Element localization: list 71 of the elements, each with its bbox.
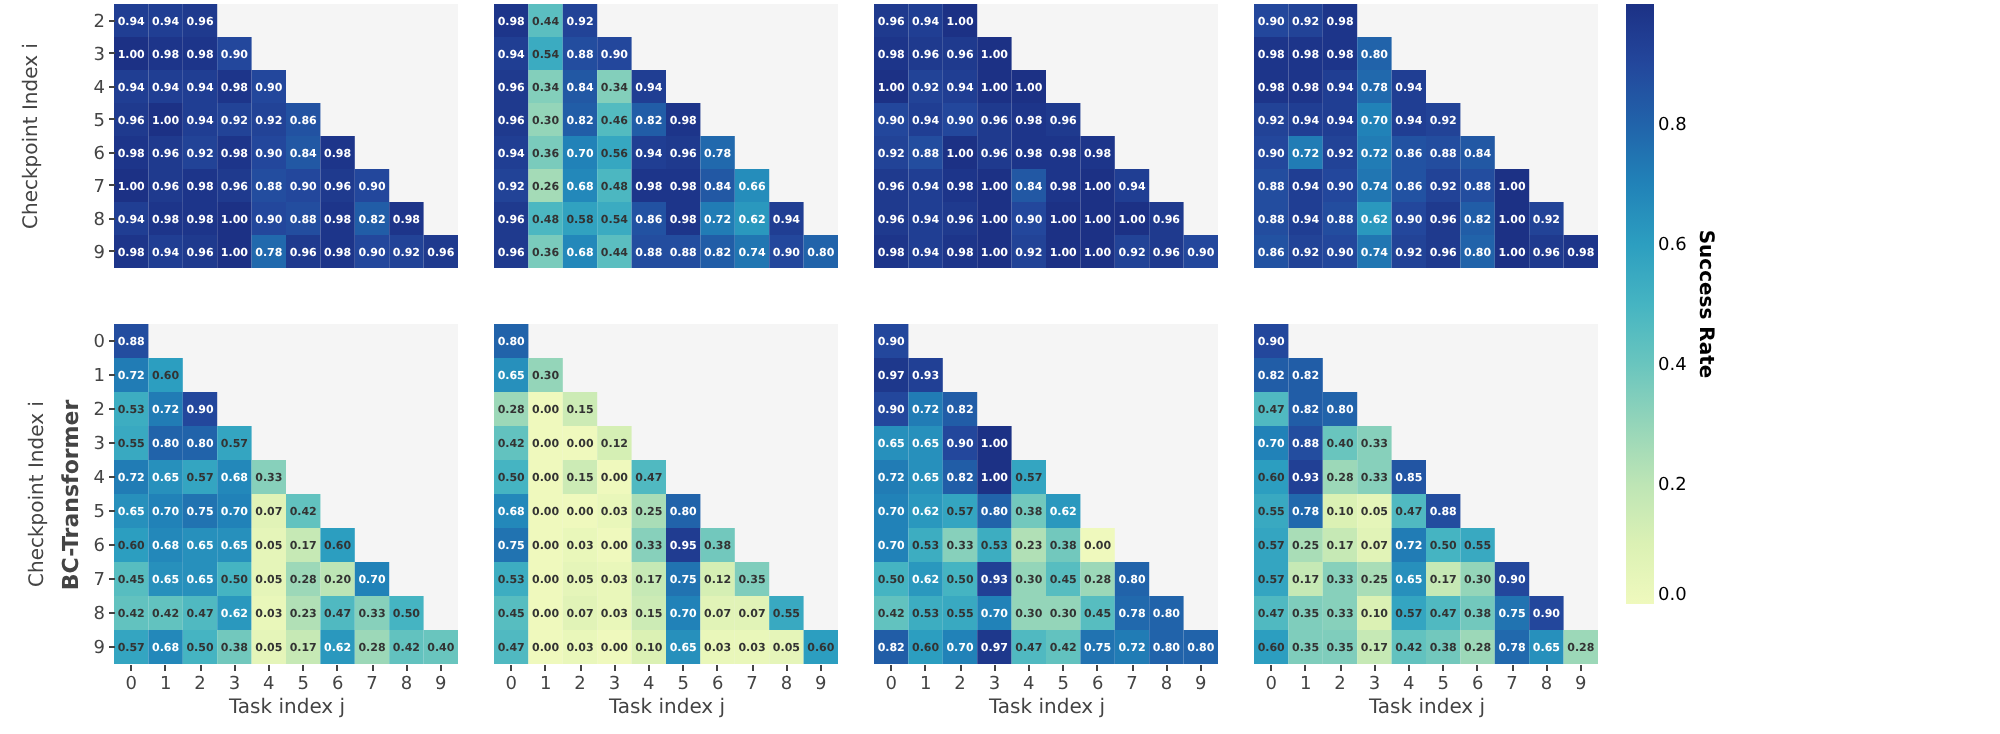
x-tick-label: 6 <box>331 675 344 695</box>
x-tick-label: 8 <box>1540 675 1553 695</box>
x-tick-label: 8 <box>400 675 413 695</box>
y-tick-label: 4 <box>93 469 106 489</box>
y-tick-label: 6 <box>93 537 106 557</box>
x-tick-label: 0 <box>885 675 898 695</box>
x-tick-label: 4 <box>643 675 656 695</box>
y-tick-label: 3 <box>93 435 105 455</box>
x-tick-label: 3 <box>1368 675 1381 695</box>
x-tick-label: 4 <box>1403 675 1416 695</box>
y-tick-label: 5 <box>93 503 105 523</box>
y-tick-label: 3 <box>93 45 105 66</box>
y-tick-label: 0 <box>93 333 106 353</box>
x-tick-label: 7 <box>746 675 758 695</box>
x-axis-title: Task index j <box>1366 697 1486 719</box>
x-tick-label: 1 <box>1299 675 1312 695</box>
x-tick-label: 7 <box>366 675 378 695</box>
x-tick-label: 2 <box>194 675 206 695</box>
x-tick-label: 3 <box>608 675 621 695</box>
x-tick-label: 5 <box>1437 675 1449 695</box>
x-axis-title: Task index j <box>986 697 1106 719</box>
y-tick-label: 7 <box>93 571 105 591</box>
x-tick-label: 9 <box>435 675 448 695</box>
x-tick-label: 2 <box>954 675 966 695</box>
x-tick-label: 0 <box>125 675 138 695</box>
x-tick-label: 1 <box>539 675 552 695</box>
x-tick-label: 6 <box>711 675 724 695</box>
x-tick-label: 9 <box>815 675 828 695</box>
x-tick-label: 8 <box>780 675 793 695</box>
y-axis-title: Checkpoint Index i <box>20 43 43 229</box>
x-tick-label: 0 <box>505 675 518 695</box>
y-tick-label: 4 <box>93 78 106 99</box>
x-axis-title: Task index j <box>226 697 346 719</box>
x-tick-label: 3 <box>988 675 1001 695</box>
x-tick-label: 9 <box>1195 675 1208 695</box>
y-tick-label: 7 <box>93 177 105 198</box>
x-tick-label: 2 <box>1334 675 1346 695</box>
x-tick-label: 4 <box>1023 675 1036 695</box>
y-tick-label: 9 <box>93 243 106 264</box>
color-bar-title: Success Rate <box>1694 229 1716 379</box>
color-bar-label: 0.4 <box>1658 356 1688 376</box>
x-tick-label: 7 <box>1506 675 1518 695</box>
x-tick-label: 4 <box>263 675 276 695</box>
color-bar-label: 0.8 <box>1658 116 1688 136</box>
y-tick-label: 1 <box>93 367 105 387</box>
color-bar-label: 0.6 <box>1658 236 1688 256</box>
x-axis-title: Task index j <box>606 697 726 719</box>
color-bar-label: 0.0 <box>1658 586 1688 606</box>
y-tick-label: 8 <box>93 605 106 625</box>
x-tick-label: 6 <box>1471 675 1484 695</box>
color-bar-label: 0.2 <box>1658 476 1687 496</box>
x-tick-label: 3 <box>228 675 241 695</box>
x-tick-label: 7 <box>1126 675 1138 695</box>
y-tick-label: 9 <box>93 639 106 659</box>
y-tick-label: 5 <box>93 111 105 132</box>
x-tick-label: 9 <box>1575 675 1588 695</box>
x-tick-label: 2 <box>574 675 586 695</box>
x-tick-label: 8 <box>1160 675 1173 695</box>
x-tick-label: 5 <box>297 675 309 695</box>
x-tick-label: 5 <box>1057 675 1069 695</box>
x-tick-label: 5 <box>677 675 689 695</box>
x-tick-label: 0 <box>1265 675 1278 695</box>
x-tick-label: 6 <box>1091 675 1104 695</box>
y-tick-label: 6 <box>93 144 106 165</box>
text: BC-Transformer <box>57 398 84 591</box>
y-axis-title: Checkpoint Index i <box>26 401 49 587</box>
x-tick-label: 1 <box>159 675 172 695</box>
x-tick-label: 1 <box>919 675 932 695</box>
y-tick-label: 2 <box>93 401 105 421</box>
y-tick-label: 2 <box>93 12 105 33</box>
y-tick-label: 8 <box>93 210 106 231</box>
